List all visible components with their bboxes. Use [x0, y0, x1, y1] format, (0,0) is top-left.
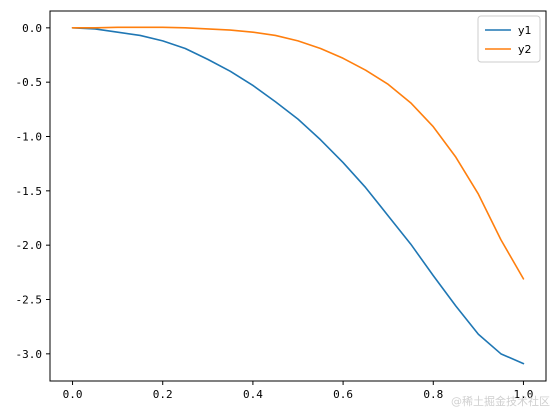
legend-box [477, 15, 541, 63]
y-tick-label: -1.5 [16, 185, 43, 198]
plot-lines [71, 26, 525, 365]
x-axis-ticks: 0.0 0.2 0.4 0.6 0.8 1.0 [63, 381, 534, 401]
y-tick-label: -0.5 [16, 76, 43, 89]
series-line-y2 [71, 26, 525, 280]
legend-label-y2: y2 [518, 43, 532, 56]
y-tick-label: -1.0 [16, 131, 43, 144]
watermark: @稀土掘金技术社区 [451, 395, 550, 408]
x-tick-label: 0.8 [423, 388, 443, 401]
y-tick-label: -2.0 [16, 239, 43, 252]
y-tick-label: -2.5 [16, 294, 43, 307]
x-tick-label: 0.2 [153, 388, 173, 401]
series-line-y1 [71, 27, 525, 365]
x-tick-label: 0.4 [243, 388, 263, 401]
y-axis-ticks: 0.0 -0.5 -1.0 -1.5 -2.0 -2.5 -3.0 [16, 22, 50, 361]
plot-frame [49, 10, 547, 382]
x-tick-label: 0.6 [333, 388, 353, 401]
legend-label-y1: y1 [518, 24, 532, 37]
y-tick-label: -3.0 [16, 348, 43, 361]
x-tick-label: 0.0 [63, 388, 83, 401]
x-tick-label: 1.0 [514, 388, 534, 401]
y-tick-label: 0.0 [22, 22, 42, 35]
